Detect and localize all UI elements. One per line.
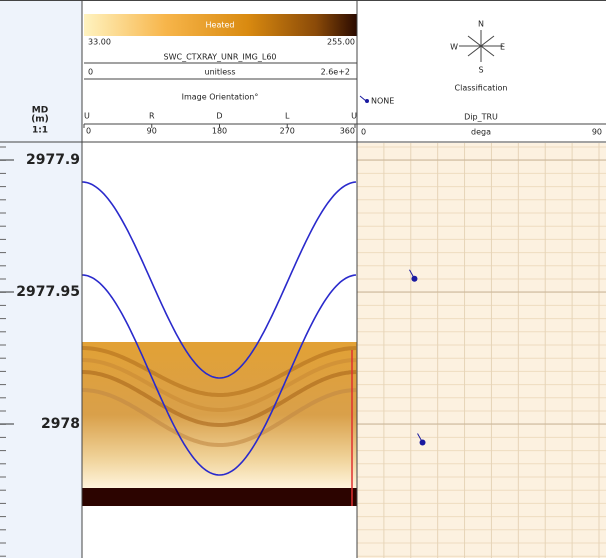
depth-label: 2977.95	[16, 284, 80, 300]
compass-w: W	[450, 43, 458, 52]
depth-bg	[0, 0, 82, 558]
compass-e: E	[500, 43, 505, 52]
orientation-letter: L	[285, 112, 290, 121]
depth-header: 1:1	[32, 126, 48, 136]
orientation-letter: U	[351, 112, 357, 121]
orientation-tick: 360	[340, 127, 355, 136]
depth-header: (m)	[31, 115, 49, 125]
dip-scale-min: 0	[361, 128, 366, 137]
colorbar-label: Heated	[206, 21, 235, 30]
orientation-title: Image Orientation°	[182, 93, 259, 102]
orientation-letter: D	[216, 112, 222, 121]
dip-scale-max: 90	[592, 128, 602, 137]
depth-label: 2978	[41, 416, 80, 432]
scale-max: 2.6e+2	[321, 68, 350, 77]
orientation-letter: R	[149, 112, 155, 121]
tadpole	[420, 439, 426, 445]
dip-bg	[357, 143, 606, 558]
colorbar-max: 255.00	[327, 38, 355, 47]
scale-min: 0	[88, 68, 93, 77]
colorbar-min: 33.00	[88, 38, 111, 47]
compass-s: S	[478, 66, 483, 75]
unit: unitless	[205, 68, 236, 77]
dip-unit: dega	[471, 128, 491, 137]
log-view: Heated 33.00 255.00 SWC_CTXRAY_UNR_IMG_L…	[0, 0, 606, 558]
compass-n: N	[478, 20, 484, 29]
legend-dot	[365, 99, 369, 103]
image-band	[82, 342, 357, 488]
tadpole	[411, 276, 417, 282]
legend-tail	[360, 96, 366, 101]
curve-name: SWC_CTXRAY_UNR_IMG_L60	[164, 53, 277, 62]
depth-label: 2977.9	[26, 152, 80, 168]
legend: NONE	[371, 97, 394, 106]
image-dark	[82, 488, 357, 506]
orientation-tick: 0	[86, 127, 91, 136]
classification-title: Classification	[455, 84, 508, 93]
orientation-letter: U	[84, 112, 90, 121]
dip-curve-name: Dip_TRU	[464, 113, 498, 122]
